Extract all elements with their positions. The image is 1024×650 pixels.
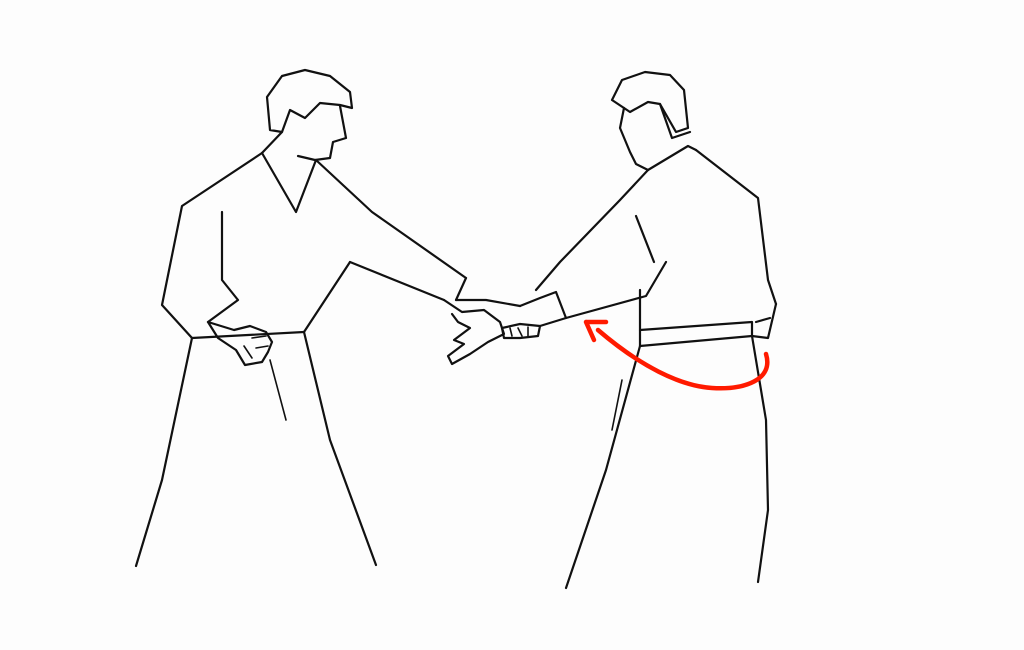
left-person-sleeve-left	[206, 210, 240, 324]
left-person-sleeve-cuff	[454, 276, 468, 302]
right-person-hand	[518, 290, 568, 328]
hands-grip	[442, 290, 568, 366]
left-person-face	[296, 104, 348, 162]
right-person	[534, 70, 778, 590]
left-person-extended-arm-lower	[302, 260, 352, 334]
right-person-ear-neck	[658, 102, 692, 140]
left-person-belt	[190, 330, 306, 340]
left-person-thumb	[454, 298, 522, 308]
left-person-torso-line	[314, 158, 468, 280]
right-person-arm-inner	[634, 214, 656, 264]
left-person-leg-left	[134, 336, 194, 568]
red-arrow-head	[583, 319, 609, 343]
right-person-front-shoulder	[534, 168, 650, 292]
right-person-arm-lower	[564, 260, 668, 320]
right-person-leg-inner	[611, 379, 623, 431]
left-person-arm-edge	[348, 260, 446, 302]
right-person-belt	[638, 320, 754, 348]
right-person-rear-hand	[750, 302, 778, 340]
left-person-back-shoulder	[160, 151, 264, 340]
left-person-leg-inner	[269, 359, 287, 421]
left-person-open-hand	[442, 298, 506, 366]
red-arrow-annotation	[583, 319, 770, 391]
left-person-collar	[260, 151, 318, 214]
right-person-leg-front	[564, 344, 642, 590]
left-person-leg-right	[302, 330, 378, 567]
wrist-band-marks	[509, 326, 529, 337]
right-person-face	[618, 106, 650, 172]
right-person-hair	[610, 70, 690, 134]
left-person	[134, 68, 468, 568]
red-arrow-curve	[595, 327, 770, 391]
right-person-wrist-band	[500, 322, 542, 340]
right-person-neck	[646, 144, 698, 172]
left-person-fist-detail	[243, 335, 269, 359]
left-person-hair	[265, 68, 354, 134]
left-person-fist	[206, 320, 274, 367]
right-person-back	[694, 148, 778, 306]
left-person-neck-back	[260, 130, 284, 155]
